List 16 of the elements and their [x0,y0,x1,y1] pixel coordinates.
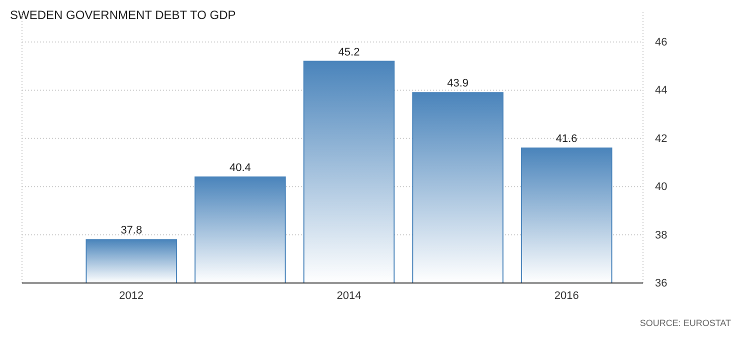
y-tick-label: 38 [655,229,668,242]
x-tick-label: 2012 [119,290,144,302]
y-tick-label: 42 [655,132,668,145]
data-label: 45.2 [338,46,360,58]
data-label: 37.8 [120,224,142,237]
data-label: 43.9 [447,78,469,90]
x-tick-label: 2014 [336,290,362,302]
source-note: SOURCE: EUROSTAT [640,318,732,328]
y-tick-label: 36 [655,278,668,290]
y-tick-label: 46 [655,36,668,49]
data-label: 40.4 [229,162,251,174]
y-tick-label: 40 [655,181,668,194]
data-label: 41.6 [556,133,578,146]
x-tick-label: 2016 [554,290,579,302]
chart-title: SWEDEN GOVERNMENT DEBT TO GDP [10,8,236,22]
y-tick-label: 44 [655,84,668,97]
